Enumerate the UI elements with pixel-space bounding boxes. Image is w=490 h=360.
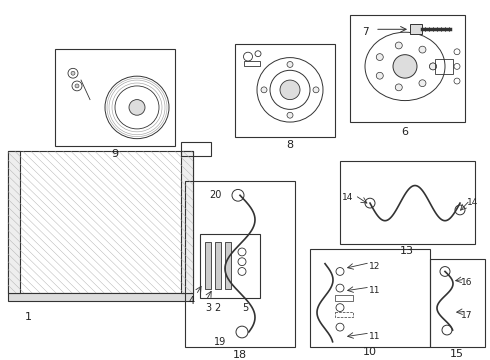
Bar — [8, 151, 193, 293]
Text: 10: 10 — [363, 347, 377, 357]
Text: 1: 1 — [24, 312, 31, 323]
Bar — [235, 44, 335, 137]
Text: 14: 14 — [467, 198, 479, 207]
Bar — [410, 24, 422, 34]
Text: 5: 5 — [242, 303, 248, 313]
Circle shape — [313, 87, 319, 93]
Text: 7: 7 — [362, 27, 368, 37]
Bar — [55, 49, 175, 147]
Circle shape — [395, 84, 402, 91]
Circle shape — [395, 42, 402, 49]
Bar — [335, 311, 353, 318]
Circle shape — [71, 71, 75, 75]
Text: 19: 19 — [214, 337, 226, 347]
Text: 11: 11 — [369, 286, 381, 295]
Text: 12: 12 — [369, 262, 381, 271]
Circle shape — [393, 55, 417, 78]
Circle shape — [430, 63, 437, 70]
Bar — [200, 234, 260, 298]
Text: 4: 4 — [189, 296, 195, 306]
Circle shape — [419, 80, 426, 87]
Bar — [205, 242, 211, 289]
Bar — [181, 151, 193, 293]
Text: 18: 18 — [233, 350, 247, 360]
Circle shape — [430, 63, 437, 70]
Bar — [335, 295, 353, 301]
Text: 15: 15 — [450, 348, 464, 359]
Text: 20: 20 — [209, 190, 221, 201]
Text: 9: 9 — [111, 149, 119, 159]
Bar — [350, 15, 465, 122]
Text: 6: 6 — [401, 127, 409, 137]
Circle shape — [376, 72, 383, 79]
Bar — [215, 242, 221, 289]
Bar — [430, 259, 485, 347]
Circle shape — [75, 84, 79, 88]
Text: 3: 3 — [205, 303, 211, 313]
Circle shape — [376, 54, 383, 60]
Bar — [181, 141, 211, 156]
Bar — [435, 59, 453, 74]
Circle shape — [261, 87, 267, 93]
Bar — [310, 249, 430, 347]
Text: 11: 11 — [369, 332, 381, 341]
Text: 13: 13 — [400, 246, 414, 256]
Text: 14: 14 — [343, 193, 354, 202]
Circle shape — [129, 100, 145, 115]
Circle shape — [287, 62, 293, 67]
Bar — [244, 60, 260, 66]
Bar — [185, 181, 295, 347]
Circle shape — [287, 112, 293, 118]
Text: 2: 2 — [214, 303, 220, 313]
Text: 8: 8 — [287, 140, 294, 150]
Bar — [8, 293, 193, 301]
Bar — [8, 151, 20, 293]
Bar — [340, 161, 475, 244]
Circle shape — [419, 46, 426, 53]
Text: 16: 16 — [461, 278, 473, 287]
Text: 17: 17 — [461, 311, 473, 320]
Circle shape — [280, 80, 300, 100]
Bar — [225, 242, 231, 289]
